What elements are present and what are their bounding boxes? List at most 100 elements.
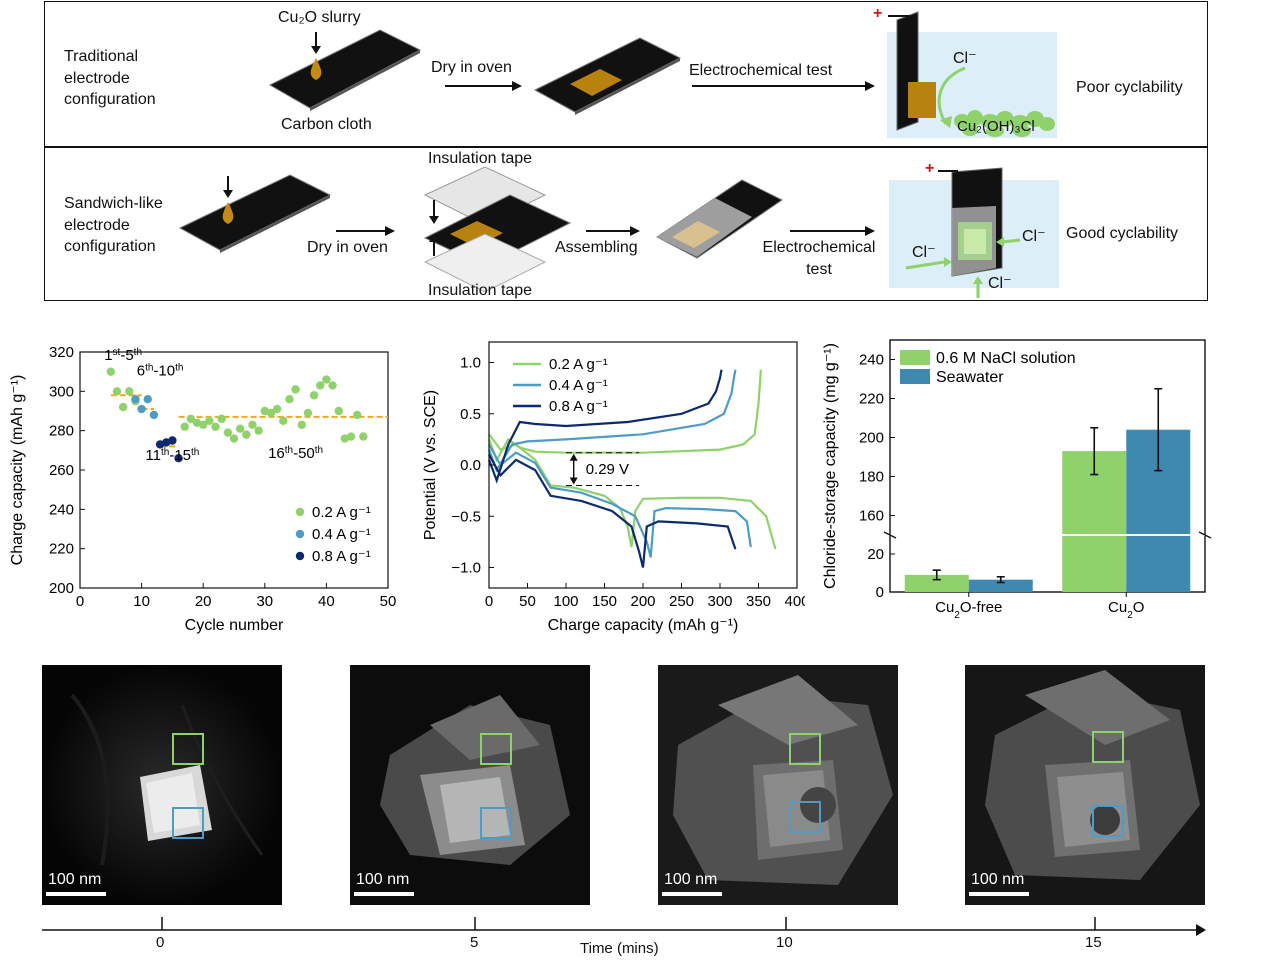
x-tick-label: 10 [133,593,150,610]
data-point [353,410,362,420]
y-tick-label: 320 [49,344,74,361]
series-line-charge [487,369,737,473]
insulation-tape-bottom [423,233,547,293]
x-tick-label: Cu2O-free [935,599,1002,621]
scalebar [969,892,1029,896]
good-cyclability-label: Good cyclability [1066,225,1179,242]
y-tick-label: 300 [49,383,74,400]
scalebar [662,892,722,896]
data-point [322,375,331,384]
roi-green-box [172,733,204,765]
slurry-drop-icon-2 [222,202,234,224]
legend-label: 0.2 A g⁻¹ [312,504,371,521]
scalebar [46,892,106,896]
data-point [106,367,116,376]
y-axis-label: Charge capacity (mAh g⁻¹) [9,375,26,566]
data-point [266,408,276,418]
data-point [328,381,337,390]
data-point [211,422,220,431]
assembling-label: Assembling [555,239,638,256]
data-point [186,414,196,424]
roi-blue-box [789,801,821,833]
data-point [205,416,214,426]
gap-annotation: 0.29 V [586,461,629,478]
cycle-annotation: 1st-5th [104,346,142,364]
schematic-sandwich-panel [44,147,1208,301]
data-point [174,454,183,463]
cycle-annotation: 16th-50th [268,445,323,463]
time-tick-15: 15 [1085,934,1102,951]
y-axis-label: Potential (V vs. SCE) [422,390,439,540]
data-point [223,428,233,437]
product-label: Cu₂(OH)₃Cl [957,118,1035,135]
traditional-label: Traditional electrode configuration [64,48,156,109]
data-point [272,404,282,414]
data-point [137,404,146,414]
y-tick-label: 260 [49,462,74,479]
x-tick-label: 0 [485,593,493,610]
data-point [303,408,313,418]
x-tick-label: 50 [380,593,397,610]
data-point [217,414,226,424]
carbon-cloth-1 [268,29,422,109]
y-axis-label: Chloride-storage capacity (mg g⁻¹) [822,343,839,589]
x-axis-label: Charge capacity (mAh g⁻¹) [548,617,739,634]
legend-marker [295,529,305,539]
legend-marker [295,507,305,517]
series-line-discharge [488,454,737,568]
data-point [118,402,128,412]
slurry-label: Cu₂O slurry [278,9,361,26]
data-point [131,395,140,404]
legend-label: 0.4 A g⁻¹ [549,377,608,394]
time-axis-label: Time (mins) [580,940,659,957]
roi-blue-box [480,807,512,839]
data-point [125,387,134,396]
data-point [285,395,294,404]
slurry-drop-icon [310,58,322,80]
roi-blue-box [172,807,204,839]
traditional-schematic-drawing [178,11,1059,298]
time-axis [42,917,1206,936]
plus-sign-2: + [925,160,935,177]
data-point [248,420,257,429]
x-tick-label: 40 [318,593,335,610]
data-point [242,430,251,439]
legend-swatch [900,350,930,365]
data-point [149,410,159,420]
plot-frame [889,339,1206,593]
y-tick-label: −0.5 [451,508,481,525]
bar [904,574,969,592]
sandwich-label: Sandwich-like electrode configuration [64,195,163,256]
data-point [235,424,245,433]
electrochemical-test-label-2: Electrochemical test [762,239,876,278]
y-tick-label: 180 [859,469,884,486]
y-tick-label: 200 [859,430,884,447]
data-point [168,436,177,445]
legend-label: 0.8 A g⁻¹ [312,548,371,565]
tem-frame-0: 100 nm [42,665,282,905]
x-tick-label: 50 [519,593,536,610]
axis-break-mark [883,531,897,539]
x-axis-label: Cycle number [185,617,284,634]
data-point [143,395,152,404]
axis-break-mark [1198,531,1212,539]
y-tick-label: 240 [49,501,74,518]
series-line-charge [487,369,762,463]
y-tick-label: 20 [867,546,884,563]
potential-capacity-chart: 0 50 100 150 200 250 300 350 400 −1.0 −0.5 0.0 0.5 1.… [422,341,805,634]
data-point [199,420,208,429]
poor-cyclability-label: Poor cyclability [1076,79,1183,96]
roi-green-box [480,733,512,765]
chloride-ion-label-2: Cl⁻ [912,244,936,261]
roi-blue-box [1092,805,1124,837]
y-tick-label: 0.5 [460,406,481,423]
data-point [316,381,325,390]
insulation-tape-top-label: Insulation tape [428,150,533,167]
legend-marker [295,551,305,561]
data-point [229,434,239,443]
data-point [334,406,343,416]
chloride-ion-label-4: Cl⁻ [988,275,1012,292]
schematic-traditional-panel [44,1,1208,147]
x-tick-label: 20 [195,593,212,610]
x-tick-label: 150 [592,593,617,610]
